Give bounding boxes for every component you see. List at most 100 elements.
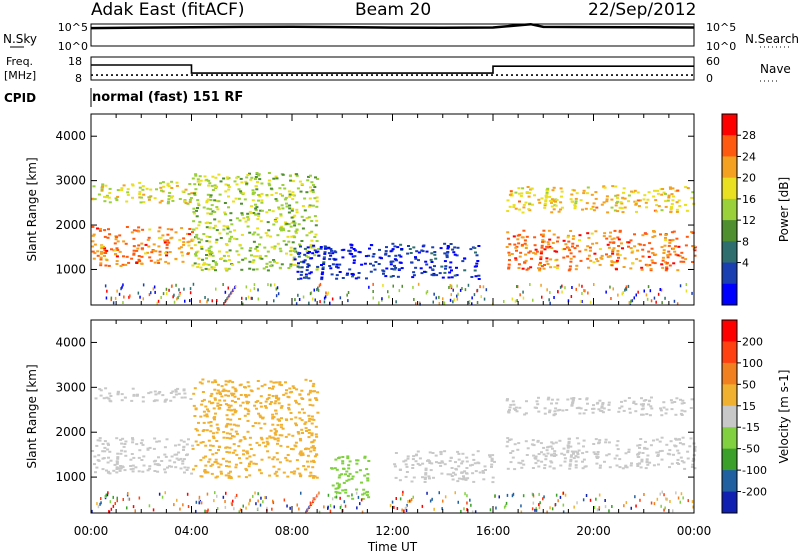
data-cell: [251, 191, 255, 194]
data-cell: [104, 184, 108, 187]
data-cell: [101, 183, 105, 186]
data-cell: [224, 190, 228, 193]
noise-cell: [182, 503, 184, 507]
data-cell: [237, 188, 241, 191]
noise-cell: [250, 296, 253, 300]
data-cell: [424, 472, 428, 475]
data-cell: [274, 412, 278, 415]
data-cell: [148, 228, 152, 231]
data-cell: [455, 266, 458, 269]
data-cell: [132, 253, 136, 256]
data-cell: [101, 457, 105, 460]
data-cell: [664, 205, 668, 208]
noise-cell: [265, 496, 267, 500]
data-cell: [272, 177, 276, 180]
data-cell: [228, 446, 232, 449]
data-cell: [558, 439, 562, 442]
data-cell: [546, 263, 550, 265]
data-cell: [213, 388, 217, 391]
data-cell: [537, 410, 541, 413]
data-cell: [227, 465, 231, 468]
data-cell: [581, 467, 585, 470]
data-cell: [596, 453, 600, 456]
data-cell: [668, 264, 672, 267]
data-cell: [320, 278, 324, 281]
data-cell: [341, 489, 345, 492]
data-cell: [352, 259, 356, 262]
data-cell: [584, 465, 588, 468]
data-cell: [235, 250, 239, 253]
data-cell: [631, 250, 635, 253]
data-cell: [508, 205, 512, 208]
data-cell: [655, 438, 659, 441]
noise-cell: [275, 287, 278, 291]
data-cell: [96, 227, 99, 230]
data-cell: [209, 208, 213, 211]
data-cell: [159, 182, 162, 185]
data-cell: [232, 423, 236, 426]
data-cell: [677, 438, 681, 441]
data-cell: [560, 452, 564, 455]
data-cell: [514, 246, 518, 249]
noise-cell: [214, 491, 216, 495]
noise-cell: [312, 297, 314, 301]
data-cell: [592, 209, 596, 212]
data-cell: [307, 264, 311, 267]
noise-cell: [663, 508, 665, 512]
data-cell: [544, 199, 548, 202]
data-cell: [290, 221, 294, 224]
noise-cell: [297, 293, 299, 297]
data-cell: [430, 261, 434, 263]
data-cell: [285, 389, 288, 392]
data-cell: [592, 404, 595, 407]
data-cell: [236, 424, 240, 427]
data-cell: [622, 409, 626, 412]
data-cell: [329, 254, 333, 257]
data-cell: [664, 234, 668, 236]
noise-cell: [150, 291, 152, 295]
data-cell: [341, 460, 345, 463]
data-cell: [337, 483, 341, 486]
data-cell: [197, 204, 201, 207]
noise-cell: [227, 296, 229, 300]
noise-cell: [663, 493, 665, 497]
noise-cell: [360, 498, 363, 502]
data-cell: [576, 451, 579, 454]
data-cell: [189, 197, 193, 199]
data-cell: [275, 474, 279, 477]
data-cell: [202, 263, 205, 266]
data-cell: [653, 189, 656, 192]
data-cell: [300, 215, 304, 218]
data-cell: [211, 401, 215, 404]
data-cell: [615, 464, 619, 467]
data-cell: [416, 462, 420, 465]
data-cell: [525, 400, 528, 403]
data-cell: [108, 450, 112, 453]
data-cell: [632, 402, 636, 404]
data-cell: [239, 394, 243, 396]
noise-cell: [122, 301, 124, 304]
noise-cell: [643, 493, 645, 496]
data-cell: [205, 235, 209, 238]
data-cell: [490, 457, 494, 460]
data-cell: [177, 458, 181, 461]
data-cell: [209, 464, 213, 467]
data-cell: [268, 209, 271, 211]
data-cell: [636, 191, 640, 194]
data-cell: [191, 231, 194, 234]
data-cell: [607, 403, 611, 406]
data-cell: [271, 385, 275, 388]
data-cell: [595, 206, 599, 209]
data-cell: [129, 468, 133, 471]
data-cell: [204, 267, 208, 270]
data-cell: [344, 491, 348, 494]
data-cell: [196, 199, 200, 202]
data-cell: [227, 259, 231, 261]
data-cell: [245, 176, 249, 179]
noise-cell: [584, 289, 586, 293]
data-cell: [443, 260, 447, 263]
data-cell: [166, 239, 170, 242]
data-cell: [674, 190, 678, 193]
noise-cell: [611, 505, 613, 508]
data-cell: [516, 238, 520, 241]
